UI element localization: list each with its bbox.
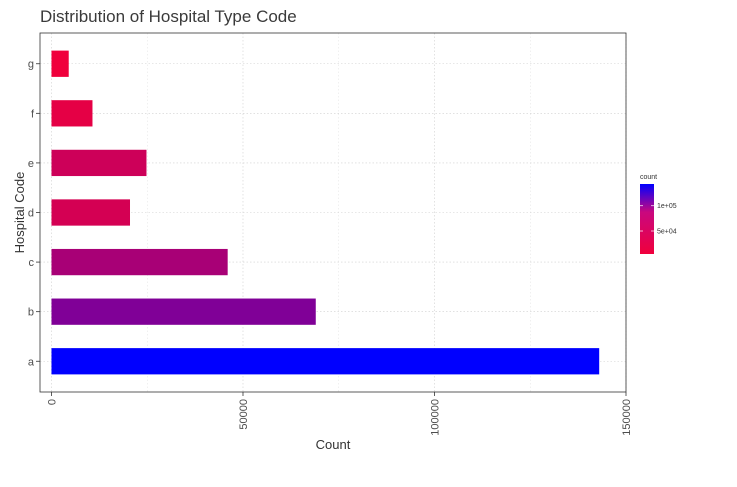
y-tick-label: e <box>28 158 34 170</box>
y-tick-label: c <box>29 257 35 269</box>
x-tick-label: 0 <box>46 399 58 405</box>
legend-label: 1e+05 <box>657 203 677 210</box>
bar-c <box>51 248 228 276</box>
chart-title: Distribution of Hospital Type Code <box>40 7 297 26</box>
color-legend: count 1e+05 5e+04 <box>640 174 677 254</box>
y-tick-label: g <box>28 59 34 71</box>
bar-g <box>51 50 69 77</box>
legend-label: 5e+04 <box>657 229 677 236</box>
y-tick-label: d <box>28 208 34 220</box>
bar-e <box>51 149 147 177</box>
bar-a <box>51 348 600 375</box>
legend-title: count <box>640 174 657 181</box>
axes: a b c d e f g 0 50000 100000 150000 <box>28 59 633 436</box>
legend-color-bar <box>640 184 654 254</box>
y-tick-label: f <box>31 108 35 120</box>
x-tick-label: 100000 <box>429 399 441 436</box>
x-tick-label: 50000 <box>238 399 250 430</box>
bar-d <box>51 199 131 226</box>
y-tick-label: b <box>28 307 34 319</box>
x-tick-label: 150000 <box>621 399 633 436</box>
bar-b <box>51 298 316 325</box>
y-axis-title: Hospital Code <box>12 172 27 254</box>
y-tick-label: a <box>28 356 35 368</box>
bars <box>51 50 600 375</box>
x-axis-title: Count <box>316 437 351 452</box>
bar-f <box>51 100 93 127</box>
